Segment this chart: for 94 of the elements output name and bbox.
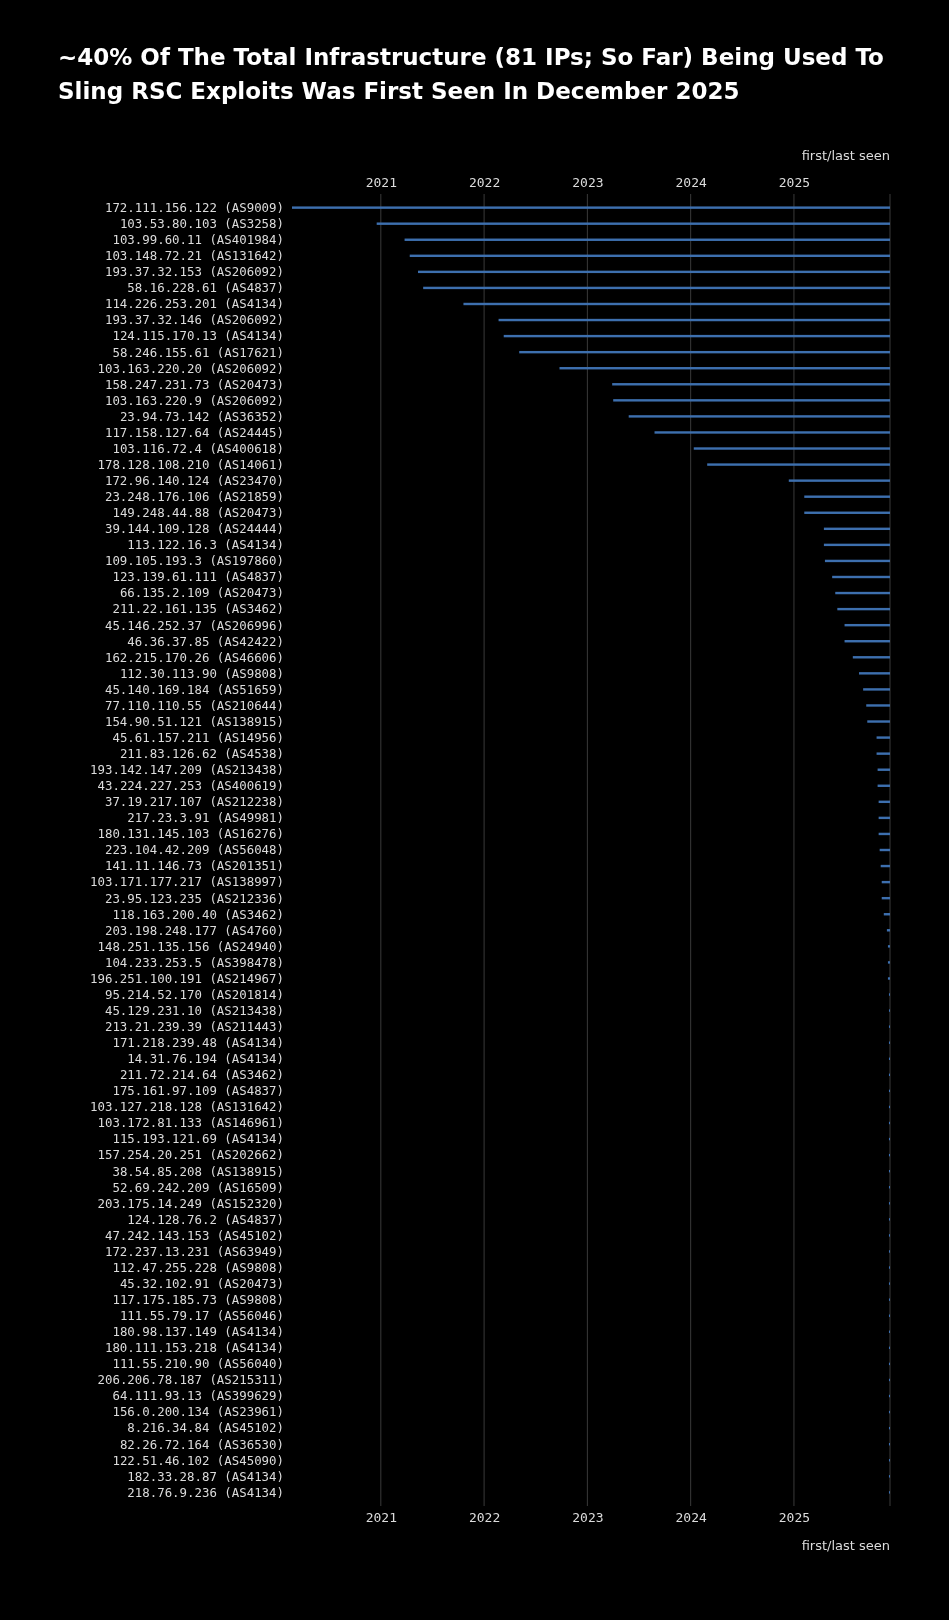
y-tick-label: 180.98.137.149 (AS4134) (112, 1324, 284, 1340)
y-tick-label: 58.16.228.61 (AS4837) (127, 280, 284, 296)
y-tick-label: 103.163.220.9 (AS206092) (104, 392, 284, 408)
y-tick-label: 103.99.60.11 (AS401984) (112, 232, 284, 248)
y-tick-label: 211.22.161.135 (AS3462) (112, 601, 284, 617)
y-tick-label: 123.139.61.111 (AS4837) (112, 569, 284, 585)
y-tick-label: 23.248.176.106 (AS21859) (104, 489, 284, 505)
y-tick-label: 77.110.110.55 (AS210644) (104, 697, 284, 713)
y-tick-label: 111.55.79.17 (AS56046) (119, 1308, 284, 1324)
y-tick-label: 45.129.231.10 (AS213438) (104, 1002, 284, 1018)
y-tick-label: 113.122.16.3 (AS4134) (127, 537, 284, 553)
y-tick-label: 8.216.34.84 (AS45102) (127, 1420, 284, 1436)
y-tick-label: 112.30.113.90 (AS9808) (119, 665, 284, 681)
y-tick-label: 141.11.146.73 (AS201351) (104, 858, 284, 874)
chart-title: ~40% Of The Total Infrastructure (81 IPs; So Far) Being Used To Sling RSC Exploits Was First Seen In December 2025 (57, 43, 885, 106)
x-tick-label: 2022 (468, 175, 501, 190)
y-tick-label: 45.140.169.184 (AS51659) (104, 681, 284, 697)
y-tick-label: 172.237.13.231 (AS63949) (104, 1243, 284, 1259)
y-tick-label: 162.215.170.26 (AS46606) (104, 649, 284, 665)
y-tick-label: 172.111.156.122 (AS9009) (104, 199, 284, 215)
y-tick-label: 158.247.231.73 (AS20473) (104, 376, 284, 392)
y-tick-label: 58.246.155.61 (AS17621) (112, 344, 284, 360)
y-tick-label: 38.54.85.208 (AS138915) (112, 1163, 284, 1179)
y-tick-label: 211.72.214.64 (AS3462) (119, 1067, 284, 1083)
x-axis-title: first/last seen (801, 1538, 890, 1553)
y-tick-label: 211.83.126.62 (AS4538) (119, 745, 284, 761)
y-tick-label: 103.53.80.103 (AS3258) (119, 216, 284, 232)
y-tick-label: 112.47.255.228 (AS9808) (112, 1259, 284, 1275)
y-tick-label: 157.254.20.251 (AS202662) (97, 1147, 284, 1163)
y-tick-label: 45.32.102.91 (AS20473) (119, 1275, 284, 1291)
y-tick-label: 193.37.32.146 (AS206092) (104, 312, 284, 328)
x2-tick-label: 2023 (572, 1510, 604, 1526)
y-tick-label: 175.161.97.109 (AS4837) (112, 1083, 284, 1099)
x-tick-label: 2023 (572, 175, 604, 190)
y-tick-label: 46.36.37.85 (AS42422) (127, 633, 284, 649)
y-tick-label: 124.115.170.13 (AS4134) (112, 328, 284, 344)
y-tick-label: 39.144.109.128 (AS24444) (104, 521, 284, 537)
y-tick-label: 109.105.193.3 (AS197860) (104, 553, 284, 569)
y-tick-label: 178.128.108.210 (AS14061) (97, 456, 284, 472)
y-tick-label: 180.111.153.218 (AS4134) (104, 1340, 284, 1356)
y-tick-label: 122.51.46.102 (AS45090) (112, 1452, 284, 1468)
y-tick-label: 111.55.210.90 (AS56040) (112, 1356, 284, 1372)
y-tick-label: 156.0.200.134 (AS23961) (112, 1404, 284, 1420)
y-tick-label: 124.128.76.2 (AS4837) (127, 1211, 284, 1227)
y-tick-label: 218.76.9.236 (AS4134) (127, 1484, 284, 1500)
x2-tick-label: 2021 (365, 1510, 397, 1526)
y-tick-label: 104.233.253.5 (AS398478) (104, 954, 284, 970)
x2-tick-label: 2025 (778, 1510, 811, 1526)
y-tick-label: 47.242.143.153 (AS45102) (104, 1227, 284, 1243)
y-tick-label: 196.251.100.191 (AS214967) (90, 970, 284, 986)
y-tick-label: 45.61.157.211 (AS14956) (112, 729, 284, 745)
y-tick-label: 52.69.242.209 (AS16509) (112, 1179, 284, 1195)
x-tick-label: 2021 (365, 175, 397, 190)
x2-tick-label: 2022 (468, 1510, 501, 1526)
y-tick-label: 114.226.253.201 (AS4134) (104, 296, 284, 312)
y-tick-label: 14.31.76.194 (AS4134) (127, 1051, 284, 1067)
y-tick-label: 43.224.227.253 (AS400619) (97, 778, 284, 794)
y-tick-label: 103.163.220.20 (AS206092) (97, 360, 284, 376)
y-tick-label: 66.135.2.109 (AS20473) (119, 585, 284, 601)
y-tick-label: 103.127.218.128 (AS131642) (90, 1099, 284, 1115)
y-tick-label: 213.21.239.39 (AS211443) (104, 1018, 284, 1034)
x-tick-label: 2024 (675, 175, 707, 190)
y-tick-label: 154.90.51.121 (AS138915) (104, 713, 284, 729)
y-tick-label: 182.33.28.87 (AS4134) (127, 1468, 284, 1484)
y-tick-label: 103.171.177.217 (AS138997) (90, 874, 284, 890)
y-tick-label: 115.193.121.69 (AS4134) (112, 1131, 284, 1147)
x-tick-label: 2025 (778, 175, 811, 190)
y-tick-label: 37.19.217.107 (AS212238) (104, 794, 284, 810)
x2-axis-title: first/last seen (801, 148, 890, 163)
y-tick-label: 103.116.72.4 (AS400618) (112, 440, 284, 456)
y-tick-label: 64.111.93.13 (AS399629) (112, 1388, 284, 1404)
y-tick-label: 223.104.42.209 (AS56048) (104, 842, 284, 858)
y-tick-label: 82.26.72.164 (AS36530) (119, 1436, 284, 1452)
y-tick-label: 118.163.200.40 (AS3462) (112, 906, 284, 922)
y-tick-label: 117.158.127.64 (AS24445) (104, 424, 284, 440)
y-tick-label: 203.175.14.249 (AS152320) (97, 1195, 284, 1211)
y-tick-label: 172.96.140.124 (AS23470) (104, 472, 284, 488)
y-tick-label: 103.172.81.133 (AS146961) (97, 1115, 284, 1131)
y-tick-label: 180.131.145.103 (AS16276) (97, 826, 284, 842)
y-tick-label: 203.198.248.177 (AS4760) (104, 922, 284, 938)
x2-tick-label: 2024 (675, 1510, 707, 1526)
y-tick-label: 23.94.73.142 (AS36352) (119, 408, 284, 424)
y-tick-label: 103.148.72.21 (AS131642) (104, 248, 284, 264)
y-tick-label: 117.175.185.73 (AS9808) (112, 1292, 284, 1307)
y-tick-label: 193.142.147.209 (AS213438) (90, 762, 284, 778)
y-tick-label: 149.248.44.88 (AS20473) (112, 505, 284, 521)
y-tick-label: 206.206.78.187 (AS215311) (97, 1372, 284, 1388)
y-tick-label: 217.23.3.91 (AS49981) (127, 810, 284, 826)
y-tick-label: 171.218.239.48 (AS4134) (112, 1035, 284, 1051)
y-tick-label: 148.251.135.156 (AS24940) (97, 938, 284, 954)
y-tick-label: 45.146.252.37 (AS206996) (104, 617, 284, 633)
y-tick-label: 23.95.123.235 (AS212336) (104, 890, 284, 906)
y-tick-label: 95.214.52.170 (AS201814) (104, 986, 284, 1002)
y-tick-label: 193.37.32.153 (AS206092) (104, 264, 284, 280)
